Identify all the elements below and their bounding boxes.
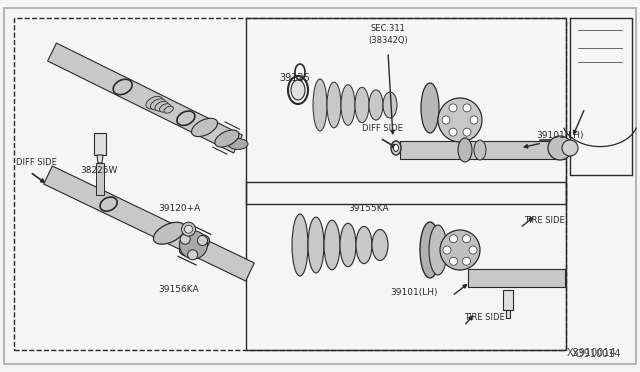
Circle shape [440, 230, 480, 270]
Ellipse shape [146, 96, 163, 109]
Ellipse shape [150, 99, 165, 110]
Text: 38225W: 38225W [80, 166, 117, 174]
Ellipse shape [420, 222, 440, 278]
Circle shape [463, 128, 471, 136]
Circle shape [184, 225, 193, 233]
Circle shape [180, 234, 190, 244]
Bar [246, 18, 566, 204]
Circle shape [198, 235, 207, 246]
Ellipse shape [154, 222, 185, 244]
Ellipse shape [164, 106, 173, 113]
Polygon shape [503, 290, 513, 310]
Ellipse shape [291, 80, 305, 100]
Circle shape [469, 246, 477, 254]
Circle shape [449, 257, 458, 265]
Ellipse shape [429, 225, 447, 275]
Ellipse shape [356, 227, 372, 264]
Circle shape [438, 98, 482, 142]
Bar [400, 141, 565, 159]
Text: SEC.311: SEC.311 [371, 23, 405, 32]
Ellipse shape [369, 90, 383, 120]
Text: 39125: 39125 [279, 73, 310, 83]
Text: 39120+A: 39120+A [158, 203, 200, 212]
Circle shape [449, 235, 458, 243]
Circle shape [463, 104, 471, 112]
Circle shape [463, 257, 470, 265]
Text: X3910014: X3910014 [567, 348, 616, 358]
Ellipse shape [179, 235, 209, 256]
Ellipse shape [341, 85, 355, 125]
Circle shape [188, 250, 198, 260]
Circle shape [463, 235, 470, 243]
Text: TIRE SIDE: TIRE SIDE [464, 314, 505, 323]
Ellipse shape [159, 104, 171, 112]
Ellipse shape [458, 138, 472, 162]
Circle shape [443, 246, 451, 254]
Polygon shape [97, 155, 103, 163]
Bar [468, 269, 565, 287]
Circle shape [562, 140, 578, 156]
Circle shape [470, 116, 478, 124]
Ellipse shape [474, 140, 486, 160]
Ellipse shape [191, 118, 218, 137]
Ellipse shape [372, 230, 388, 260]
Ellipse shape [391, 141, 401, 155]
Ellipse shape [340, 223, 356, 267]
Circle shape [179, 231, 207, 259]
Ellipse shape [292, 214, 308, 276]
Polygon shape [94, 133, 106, 155]
Ellipse shape [324, 220, 340, 270]
Text: TIRE SIDE: TIRE SIDE [524, 215, 564, 224]
Ellipse shape [215, 130, 239, 147]
Ellipse shape [394, 144, 399, 151]
Ellipse shape [155, 101, 168, 111]
Text: 39101(LH): 39101(LH) [536, 131, 584, 140]
Ellipse shape [327, 82, 341, 128]
Ellipse shape [383, 92, 397, 118]
Text: DIFF SIDE: DIFF SIDE [362, 124, 403, 132]
Text: DIFF SIDE: DIFF SIDE [16, 157, 57, 167]
Ellipse shape [313, 79, 327, 131]
Text: X3910014: X3910014 [572, 349, 621, 359]
Bar [14, 18, 566, 350]
Ellipse shape [308, 217, 324, 273]
Polygon shape [44, 166, 254, 281]
Polygon shape [47, 43, 243, 153]
Bar [246, 182, 566, 350]
Circle shape [449, 104, 457, 112]
Ellipse shape [355, 87, 369, 123]
Text: 39101(LH): 39101(LH) [390, 288, 438, 296]
Circle shape [182, 222, 196, 236]
Circle shape [548, 136, 572, 160]
Circle shape [442, 116, 450, 124]
Ellipse shape [421, 83, 439, 133]
Text: 39156KA: 39156KA [158, 285, 198, 295]
Polygon shape [506, 310, 510, 318]
Circle shape [449, 128, 457, 136]
Text: (38342Q): (38342Q) [368, 35, 408, 45]
Ellipse shape [228, 138, 248, 150]
Polygon shape [96, 163, 104, 195]
Text: 39155KA: 39155KA [348, 203, 388, 212]
